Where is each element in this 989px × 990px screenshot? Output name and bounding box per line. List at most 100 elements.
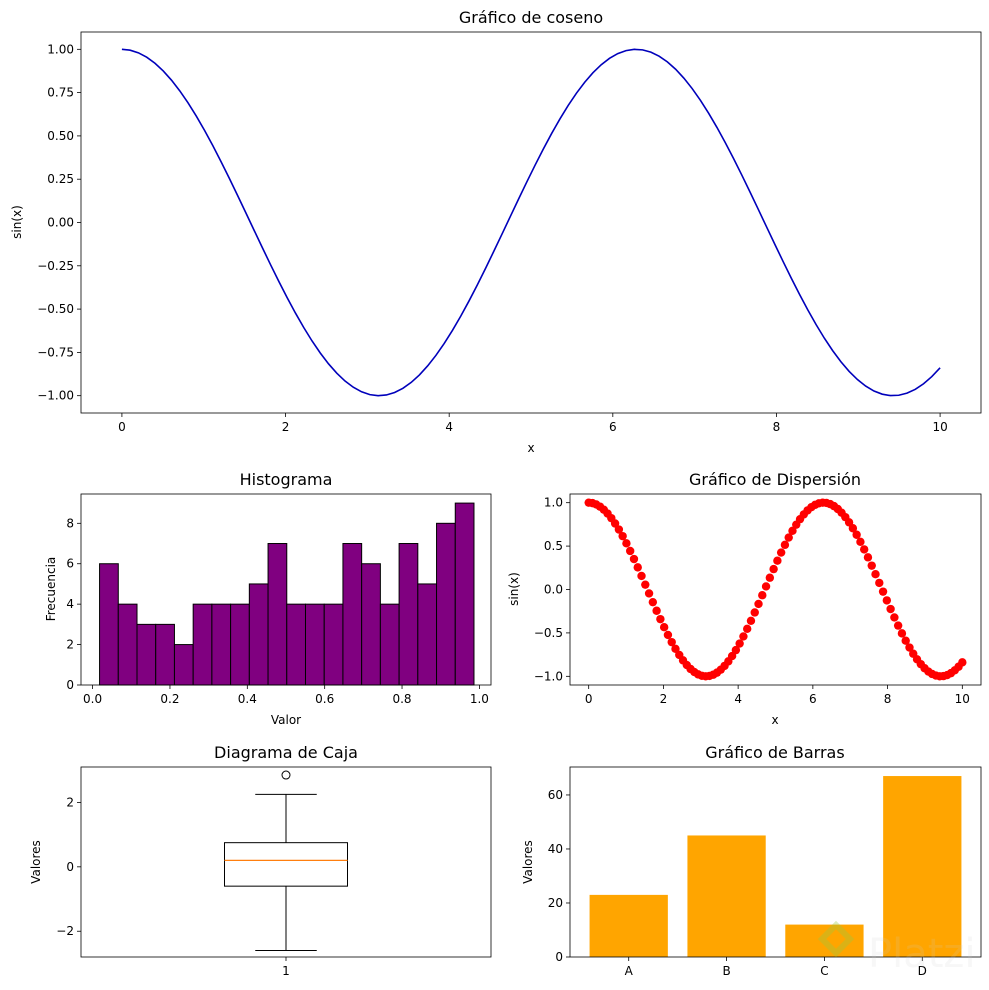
scatter-y-tick-label: 0.5 xyxy=(544,539,563,553)
scatter-point xyxy=(901,636,910,645)
cosine-x-tick-label: 10 xyxy=(932,420,947,434)
scatter-point xyxy=(878,587,888,596)
scatter-point xyxy=(769,564,778,574)
histogram-bar xyxy=(361,563,381,686)
platzi-watermark: Platzi xyxy=(817,920,976,977)
scatter-points xyxy=(584,498,967,681)
boxplot-y-tick-label: −2 xyxy=(56,924,74,938)
scatter-point xyxy=(648,597,658,607)
scatter-point xyxy=(875,578,884,588)
scatter-point xyxy=(735,639,744,648)
scatter-point xyxy=(958,658,967,667)
bar-A xyxy=(589,894,668,957)
scatter-point xyxy=(633,563,642,572)
histogram-x-tick-label: 0.6 xyxy=(315,692,334,706)
histogram-x-tick-label: 1.0 xyxy=(470,692,489,706)
scatter-y-tick-label: 0.0 xyxy=(544,583,563,597)
scatter-x-tick-label: 8 xyxy=(884,692,892,706)
histogram-bar xyxy=(267,543,288,686)
scatter-point xyxy=(750,608,759,617)
cosine-line-group xyxy=(121,48,941,397)
scatter-point xyxy=(727,651,737,661)
scatter-point xyxy=(739,632,748,641)
bar-chart-x-tick-label: D xyxy=(918,964,927,978)
histogram-x-tick-label: 0.4 xyxy=(238,692,257,706)
cosine-x-tick-label: 2 xyxy=(282,420,290,434)
boxplot-y-ticks: 2 0 −2 xyxy=(56,795,81,938)
histogram-bar xyxy=(436,522,456,686)
scatter-point xyxy=(780,540,790,550)
scatter-x-ticks: 0 2 4 6 8 10 xyxy=(585,685,970,706)
scatter-point xyxy=(784,533,793,542)
histogram-y-label: Frecuencia xyxy=(44,557,58,622)
scatter-point xyxy=(641,580,650,589)
bar-chart-y-tick-label: 40 xyxy=(548,842,563,856)
scatter-point xyxy=(618,531,627,541)
scatter-point xyxy=(667,637,676,647)
bar-chart-axes-frame xyxy=(569,766,982,958)
scatter-point xyxy=(644,589,654,598)
boxplot-title: Diagrama de Caja xyxy=(214,743,358,762)
histogram-y-tick-label: 8 xyxy=(66,516,74,530)
scatter-point xyxy=(852,530,861,539)
histogram-bar xyxy=(136,623,157,686)
boxplot-y-tick-label: 0 xyxy=(66,860,74,874)
boxplot-x-ticks: 1 xyxy=(282,957,290,978)
scatter-title: Gráfico de Dispersión xyxy=(689,470,861,489)
cosine-y-tick-label: 0.25 xyxy=(47,172,74,186)
cosine-y-tick-label: −0.75 xyxy=(37,345,74,359)
scatter-point xyxy=(905,643,914,652)
scatter-point xyxy=(629,554,639,564)
boxplot-outlier xyxy=(281,770,291,780)
histogram-bar xyxy=(286,603,306,686)
scatter-y-ticks: 1.0 0.5 0.0 −0.5 −1.0 xyxy=(534,496,570,683)
scatter-x-tick-label: 0 xyxy=(585,692,593,706)
bar-chart-y-label: Valores xyxy=(521,840,535,884)
histogram-bar xyxy=(117,603,138,686)
histogram-y-tick-label: 6 xyxy=(66,557,74,571)
bar-B xyxy=(687,835,766,957)
scatter-y-tick-label: −1.0 xyxy=(534,669,563,683)
histogram-bar xyxy=(192,603,213,686)
scatter-point xyxy=(761,582,771,591)
histogram-bar xyxy=(342,543,363,686)
histogram-bar xyxy=(99,563,119,686)
histogram-bar xyxy=(323,603,344,686)
scatter-point xyxy=(659,623,669,632)
bar-chart-x-ticks: A B C D xyxy=(625,957,927,978)
histogram-axes-frame xyxy=(80,493,492,686)
bar-D xyxy=(883,776,962,957)
histogram-x-tick-label: 0.2 xyxy=(160,692,179,706)
boxplot-y-label: Valores xyxy=(29,840,43,884)
cosine-y-ticks: 1.00 0.75 0.50 0.25 0.00 −0.25 −0.50 −0.75 −1.00 xyxy=(37,42,81,403)
cosine-chart-title: Gráfico de coseno xyxy=(459,8,603,27)
cosine-x-tick-label: 0 xyxy=(118,420,126,434)
scatter-point xyxy=(773,556,782,565)
scatter-point xyxy=(776,548,786,557)
histogram-bar xyxy=(454,502,475,686)
cosine-y-tick-label: 1.00 xyxy=(47,42,74,56)
scatter-y-tick-label: 1.0 xyxy=(544,496,563,510)
boxplot-x-tick-label: 1 xyxy=(282,964,290,978)
cosine-x-tick-label: 4 xyxy=(445,420,453,434)
bar-chart-y-ticks: 0 20 40 60 xyxy=(548,788,570,964)
scatter-point xyxy=(754,599,763,609)
histogram-x-ticks: 0.0 0.2 0.4 0.6 0.8 1.0 xyxy=(83,685,489,706)
scatter-x-tick-label: 6 xyxy=(809,692,817,706)
cosine-x-label: x xyxy=(527,441,534,455)
histogram-x-tick-label: 0.0 xyxy=(83,692,102,706)
bar-chart-x-tick-label: B xyxy=(722,964,730,978)
histogram-bar xyxy=(155,623,175,686)
cosine-y-tick-label: −1.00 xyxy=(37,389,74,403)
histogram-x-tick-label: 0.8 xyxy=(392,692,411,706)
bar-chart-x-tick-label: A xyxy=(625,964,634,978)
boxplot-axes-frame xyxy=(80,766,492,958)
bar-chart: Gráfico de Barras A B C D 0 20 40 60 Valores xyxy=(521,743,982,978)
scatter-point xyxy=(848,524,858,533)
scatter-y-tick-label: −0.5 xyxy=(534,626,563,640)
bar-chart-bars xyxy=(589,776,962,957)
scatter-point xyxy=(788,526,797,536)
scatter-point xyxy=(856,537,865,547)
scatter-point xyxy=(859,545,869,554)
bar-chart-y-tick-label: 20 xyxy=(548,896,563,910)
